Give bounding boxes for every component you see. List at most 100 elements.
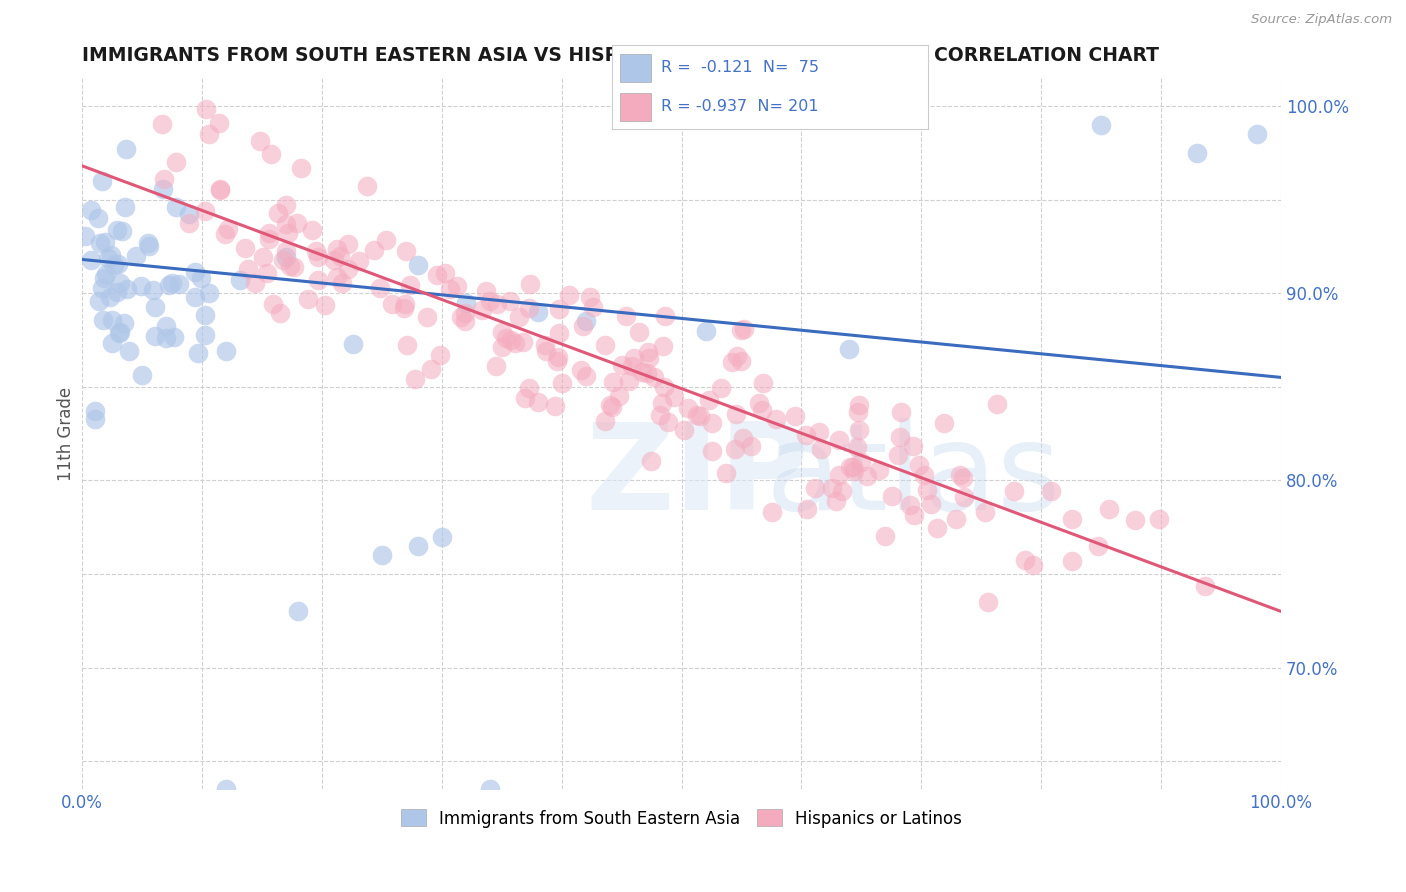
Point <box>108 325 131 339</box>
Point <box>828 434 851 448</box>
Point <box>101 336 124 351</box>
Point <box>637 344 659 359</box>
Point <box>695 324 717 338</box>
Point <box>163 330 186 344</box>
Point <box>651 395 673 409</box>
Point <box>96 267 118 281</box>
Point <box>810 442 832 457</box>
Point <box>730 354 752 368</box>
Point <box>326 242 349 256</box>
Point <box>485 297 508 311</box>
Point <box>1060 554 1083 568</box>
Point <box>107 257 129 271</box>
Point <box>93 313 115 327</box>
Point <box>214 344 236 359</box>
Point <box>648 408 671 422</box>
Point <box>508 310 530 324</box>
Point <box>323 253 346 268</box>
Point <box>395 244 418 259</box>
Bar <box>620 93 651 120</box>
Point <box>262 297 284 311</box>
Text: R =  -0.121  N=  75: R = -0.121 N= 75 <box>661 61 818 76</box>
Point <box>886 448 908 462</box>
Point <box>730 323 752 337</box>
Point <box>193 308 215 322</box>
Point <box>977 595 1000 609</box>
Point <box>406 258 429 272</box>
Point <box>848 398 870 412</box>
Point <box>278 259 301 273</box>
Point <box>136 236 159 251</box>
Point <box>1123 513 1146 527</box>
Point <box>721 355 744 369</box>
Point <box>87 211 110 226</box>
Point <box>842 460 865 475</box>
Point <box>194 103 217 117</box>
Point <box>290 161 312 175</box>
Point <box>89 235 111 250</box>
Point <box>903 508 925 522</box>
Point <box>478 782 501 797</box>
Point <box>725 407 748 421</box>
Point <box>593 338 616 352</box>
Bar <box>620 54 651 82</box>
Point <box>406 539 429 553</box>
Point <box>491 326 513 340</box>
Point <box>198 285 221 300</box>
Point <box>495 331 517 345</box>
Point <box>917 483 939 498</box>
Point <box>824 494 846 508</box>
Point <box>342 337 364 351</box>
Point <box>1014 553 1036 567</box>
Point <box>307 250 329 264</box>
Point <box>543 399 565 413</box>
Point <box>702 416 724 430</box>
Point <box>1246 127 1268 141</box>
Point <box>662 390 685 404</box>
Point <box>617 374 640 388</box>
Point <box>621 359 644 373</box>
Point <box>1090 118 1112 132</box>
Point <box>97 251 120 265</box>
Point <box>932 417 955 431</box>
Point <box>269 306 291 320</box>
Point <box>856 469 879 483</box>
Point <box>831 484 853 499</box>
Point <box>287 604 309 618</box>
Point <box>439 282 461 296</box>
Y-axis label: 11th Grade: 11th Grade <box>58 386 75 481</box>
Point <box>256 267 278 281</box>
Point <box>274 250 297 264</box>
Point <box>875 528 897 542</box>
Point <box>501 333 523 347</box>
Point <box>114 200 136 214</box>
Point <box>326 269 349 284</box>
Point <box>450 310 472 324</box>
Point <box>165 201 187 215</box>
Point <box>155 331 177 345</box>
Point <box>536 344 558 359</box>
Point <box>356 178 378 193</box>
Point <box>179 216 201 230</box>
Point <box>143 329 166 343</box>
Point <box>974 505 997 519</box>
Point <box>183 265 205 279</box>
Point <box>93 235 115 249</box>
Point <box>91 281 114 295</box>
Point <box>651 339 673 353</box>
Point <box>751 403 773 417</box>
Point <box>267 206 290 220</box>
Point <box>1147 512 1170 526</box>
Point <box>73 229 96 244</box>
Point <box>546 353 568 368</box>
Point <box>607 389 630 403</box>
Text: R = -0.937  N= 201: R = -0.937 N= 201 <box>661 99 818 114</box>
Point <box>838 343 860 357</box>
Point <box>257 232 280 246</box>
Point <box>765 411 787 425</box>
Point <box>105 223 128 237</box>
Point <box>733 431 755 445</box>
Point <box>908 458 931 472</box>
Point <box>100 248 122 262</box>
Point <box>374 233 396 247</box>
